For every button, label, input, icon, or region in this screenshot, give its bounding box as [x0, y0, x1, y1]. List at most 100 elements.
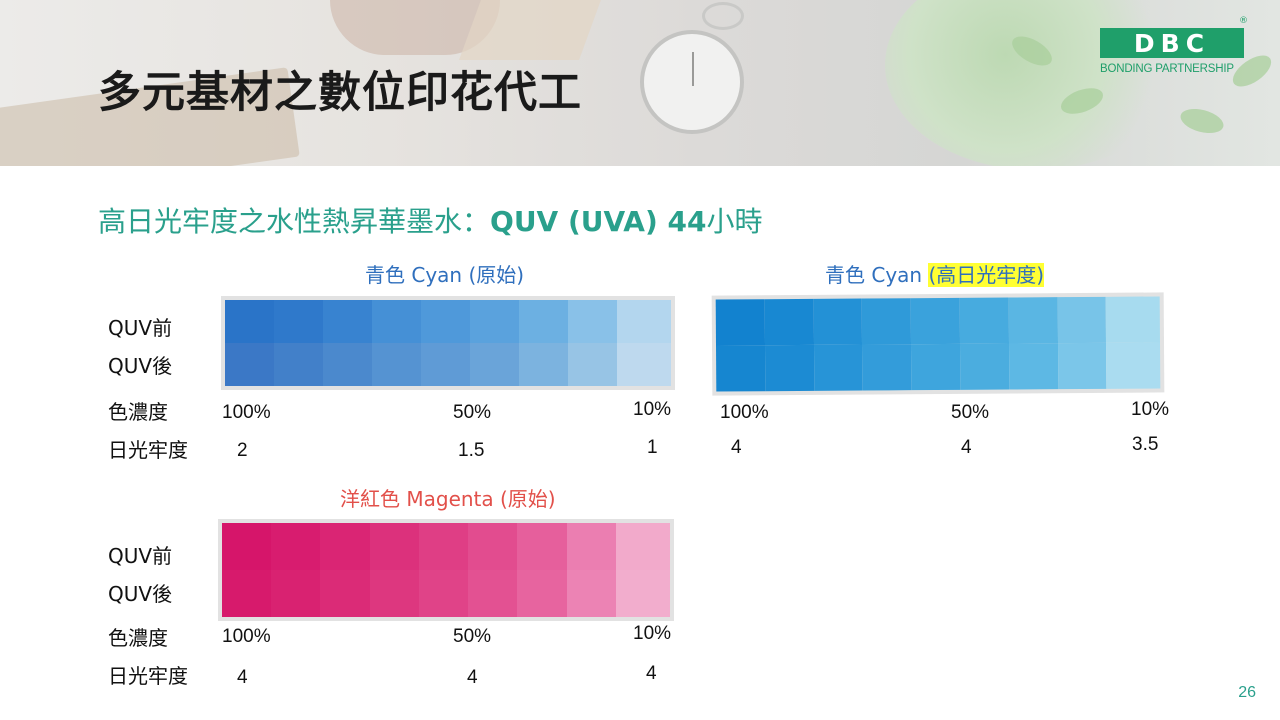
lightfastness-10: 4 — [646, 663, 657, 684]
registered-mark: ® — [1239, 16, 1248, 26]
swatch-step — [470, 300, 520, 386]
swatch-step — [715, 299, 766, 392]
concentration-100: 100% — [720, 402, 769, 423]
lightfastness-100: 2 — [237, 440, 248, 461]
swatch-step — [468, 523, 518, 617]
swatch-before-cell — [617, 300, 672, 343]
swatch-after-cell — [323, 343, 373, 386]
swatch-before-cell — [959, 297, 1009, 344]
swatch-before-cell — [421, 300, 471, 343]
swatch-after-cell — [519, 343, 569, 386]
header-banner: 多元基材之數位印花代工 — [0, 0, 1280, 166]
swatch-step — [862, 298, 912, 391]
row-label-before: QUV前 — [108, 544, 173, 568]
swatch-before-cell — [274, 300, 324, 343]
lightfastness-50: 4 — [467, 667, 478, 688]
plant-decoration — [885, 0, 1185, 166]
swatch-step — [271, 523, 321, 617]
page-number: 26 — [1238, 684, 1256, 701]
swatch-before-cell — [764, 298, 814, 346]
row-label-before: QUV前 — [108, 316, 173, 340]
swatch-before-cell — [615, 523, 671, 570]
swatch-step — [1106, 296, 1161, 389]
swatch-after-cell — [225, 343, 275, 386]
concentration-50: 50% — [951, 402, 990, 423]
swatch-step — [517, 523, 567, 617]
row-label-lightfastness: 日光牢度 — [108, 664, 188, 688]
color-swatch-cyan-high-fastness — [711, 292, 1165, 396]
row-label-concentration: 色濃度 — [108, 626, 168, 650]
swatch-after-cell — [959, 343, 1010, 390]
concentration-100: 100% — [222, 402, 271, 423]
swatch-before-cell — [468, 523, 518, 570]
swatch-before-cell — [813, 298, 863, 345]
watch-ring-decoration — [702, 2, 744, 30]
panel-title-cyan-original: 青色 Cyan (原始) — [365, 263, 525, 287]
lightfastness-100: 4 — [237, 667, 248, 688]
concentration-10: 10% — [1131, 399, 1170, 420]
page-title: 多元基材之數位印花代工 — [98, 68, 582, 118]
swatch-before-cell — [470, 300, 520, 343]
subtitle-test: QUV (UVA) 44 — [490, 205, 707, 238]
row-label-after: QUV後 — [108, 582, 173, 606]
swatch-step — [369, 523, 419, 617]
swatch-step — [222, 523, 272, 617]
swatch-step — [959, 297, 1010, 390]
swatch-after-cell — [813, 344, 863, 391]
swatch-step — [418, 523, 469, 617]
lightfastness-100: 4 — [731, 437, 742, 458]
swatch-after-cell — [568, 343, 618, 386]
leaf-decoration — [1177, 104, 1227, 138]
lightfastness-50: 1.5 — [458, 440, 485, 461]
swatch-after-cell — [862, 344, 912, 391]
swatch-before-cell — [369, 523, 419, 570]
swatch-step — [320, 523, 370, 617]
swatch-after-cell — [617, 343, 672, 386]
concentration-50: 50% — [453, 402, 492, 423]
swatch-step — [421, 300, 471, 386]
row-label-after: QUV後 — [108, 354, 173, 378]
lightfastness-10: 1 — [647, 437, 658, 458]
dbc-logo: ® DBC BONDING PARTNERSHIP — [1100, 16, 1250, 82]
swatch-step — [566, 523, 616, 617]
subtitle-chinese: 高日光牢度之水性熱昇華墨水： — [98, 205, 491, 238]
subtitle-unit: 小時 — [706, 205, 763, 238]
swatch-after-cell — [274, 343, 324, 386]
swatch-after-cell — [222, 570, 272, 617]
swatch-step — [323, 300, 373, 386]
swatch-step — [617, 300, 672, 386]
swatch-after-cell — [421, 343, 471, 386]
swatch-step — [372, 300, 422, 386]
swatch-before-cell — [517, 523, 567, 570]
swatch-before-cell — [910, 297, 960, 345]
swatch-after-cell — [1008, 343, 1058, 390]
swatch-before-cell — [1106, 296, 1161, 343]
swatch-after-cell — [1106, 342, 1161, 389]
swatch-before-cell — [225, 300, 275, 343]
swatch-before-cell — [418, 523, 469, 570]
swatch-before-cell — [715, 299, 765, 346]
swatch-step — [910, 297, 961, 391]
concentration-10: 10% — [633, 623, 672, 644]
panel-title-magenta-original: 洋紅色 Magenta (原始) — [340, 487, 556, 511]
swatch-after-cell — [470, 343, 520, 386]
swatch-before-cell — [323, 300, 373, 343]
stopwatch-decoration — [640, 30, 744, 134]
concentration-10: 10% — [633, 399, 672, 420]
concentration-50: 50% — [453, 626, 492, 647]
panel-title-cyan: 青色 Cyan — [825, 263, 929, 287]
swatch-step — [813, 298, 863, 391]
swatch-after-cell — [418, 570, 469, 617]
color-swatch-cyan-original — [221, 296, 675, 390]
swatch-before-cell — [1057, 296, 1107, 344]
logo-subtitle: BONDING PARTNERSHIP — [1100, 63, 1234, 75]
swatch-step — [615, 523, 671, 617]
swatch-step — [274, 300, 324, 386]
swatch-before-cell — [862, 298, 912, 345]
swatch-after-cell — [468, 570, 518, 617]
card-decoration — [459, 0, 601, 60]
swatch-before-cell — [519, 300, 569, 343]
row-label-lightfastness: 日光牢度 — [108, 438, 188, 462]
swatch-before-cell — [320, 523, 370, 570]
swatch-step — [519, 300, 569, 386]
